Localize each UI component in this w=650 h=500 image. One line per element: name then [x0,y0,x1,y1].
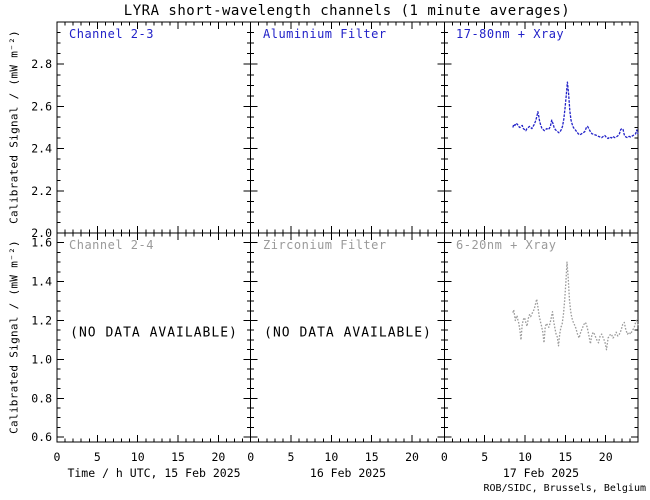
panel-label-channel-2-3: Channel 2-3 [69,27,154,41]
x-axis-title-15-feb: Time / h UTC, 15 Feb 2025 [67,466,241,480]
x-tick-label: 20 [211,450,225,464]
x-axis-title-16-feb: 16 Feb 2025 [309,466,387,480]
y-axis-title-bottom-row: Calibrated Signal / (mW m⁻²) [7,240,21,434]
panel-label-17-80nm-xray: 17-80nm + Xray [456,27,565,41]
panel-border [250,21,445,234]
no-data-message-zirconium: (NO DATA AVAILABLE) [264,325,432,341]
page-title: LYRA short-wavelength channels (1 minute… [123,3,571,19]
no-data-message-channel-2-4: (NO DATA AVAILABLE) [70,325,238,341]
x-tick-label: 10 [518,450,532,464]
panel-label-6-20nm-xray: 6-20nm + Xray [456,238,557,252]
series-line-ch2_4 [512,261,639,351]
y-tick-label: 1.0 [31,352,52,366]
y-tick-label: 1.6 [31,236,52,250]
y-tick-label: 2.6 [31,99,52,113]
series-line-ch2_3 [512,81,639,140]
x-tick-label: 15 [558,450,572,464]
attribution-text: ROB/SIDC, Brussels, Belgium [483,483,646,494]
y-tick-label: 2.4 [31,142,52,156]
x-tick-label: 0 [54,450,61,464]
x-tick-label: 5 [288,450,295,464]
x-tick-label: 15 [365,450,379,464]
y-tick-label: 1.4 [31,275,52,289]
x-tick-label: 10 [131,450,145,464]
y-tick-label: 0.6 [31,430,52,444]
y-tick-label: 0.8 [31,391,52,405]
panel-label-channel-2-4: Channel 2-4 [69,238,154,252]
x-tick-label: 10 [324,450,338,464]
panel-label-aluminium-filter: Aluminium Filter [263,27,387,41]
panel-border [56,21,252,234]
y-tick-label: 2.2 [31,184,52,198]
x-axis-title-17-feb: 17 Feb 2025 [502,466,580,480]
y-tick-label: 2.0 [31,226,52,240]
panel-label-zirconium-filter: Zirconium Filter [263,238,387,252]
y-tick-label: 1.2 [31,313,52,327]
x-tick-label: 0 [441,450,448,464]
x-tick-label: 15 [171,450,185,464]
x-tick-label: 5 [94,450,101,464]
x-tick-label: 20 [405,450,419,464]
x-tick-label: 0 [247,450,254,464]
x-tick-label: 5 [481,450,488,464]
y-tick-label: 2.8 [31,57,52,71]
y-axis-title-top-row: Calibrated Signal / (mW m⁻²) [7,30,21,224]
x-tick-label: 20 [599,450,613,464]
